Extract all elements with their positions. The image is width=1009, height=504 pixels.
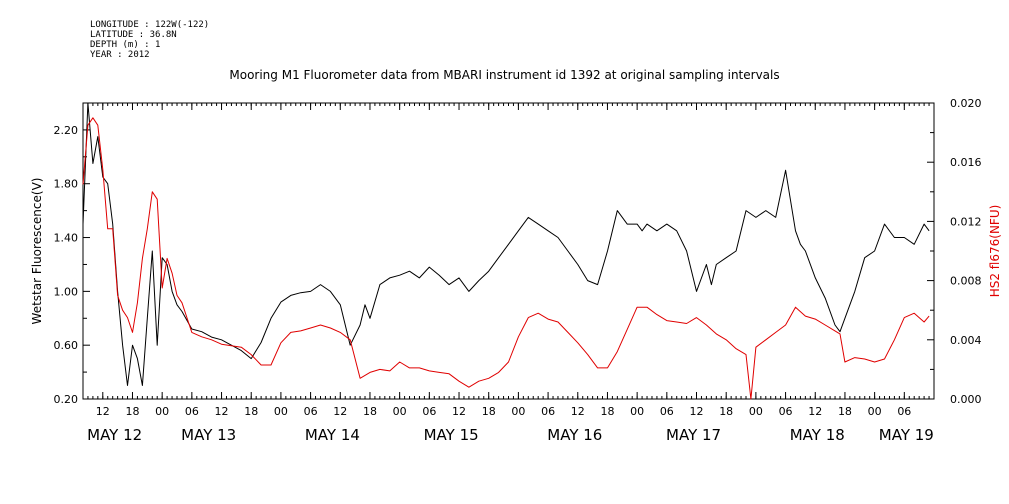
x-tick-label: 12 [690,405,704,418]
x-tick-label: 12 [96,405,110,418]
x-tick-label: 18 [125,405,139,418]
x-tick-label: 00 [393,405,407,418]
y-left-tick-label: 1.40 [54,232,79,245]
x-tick-label: 00 [155,405,169,418]
x-tick-label: 12 [808,405,822,418]
x-tick-label: 18 [600,405,614,418]
depth-text: DEPTH (m) : 1 [90,40,161,50]
x-tick-label: 06 [660,405,674,418]
day-label: MAY 19 [879,426,934,444]
x-tick-label: 06 [304,405,318,418]
x-tick-label: 18 [838,405,852,418]
plot-frame [82,102,935,400]
day-label: MAY 18 [790,426,845,444]
longitude-text: LONGITUDE : 122W(-122) [90,20,210,30]
day-label: MAY 17 [666,426,721,444]
x-tick-label: 06 [897,405,911,418]
y-left-tick-label: 0.60 [54,339,79,352]
x-tick-label: 12 [452,405,466,418]
x-tick-label: 18 [482,405,496,418]
metadata-block: LONGITUDE : 122W(-122) LATITUDE : 36.8N … [90,20,209,60]
x-tick-label: 00 [274,405,288,418]
y-right-axis-label: HS2 fl676(NFU) [988,205,1002,298]
hs2-series-line [82,117,930,400]
y-right-tick-label: 0.020 [950,97,982,110]
y-right-tick-label: 0.012 [950,215,982,228]
day-label: MAY 16 [547,426,602,444]
x-tick-label: 00 [630,405,644,418]
x-tick-label: 00 [868,405,882,418]
y-left-tick-label: 1.80 [54,178,79,191]
y-right-tick-label: 0.008 [950,275,982,288]
y-left-tick-label: 2.20 [54,124,79,137]
wetstar-series-line [82,102,930,386]
x-tick-label: 06 [779,405,793,418]
x-tick-label: 18 [363,405,377,418]
chart-title: Mooring M1 Fluorometer data from MBARI i… [229,68,780,82]
day-label: MAY 15 [424,426,479,444]
x-tick-label: 06 [541,405,555,418]
y-right-tick-label: 0.000 [950,393,982,406]
x-tick-label: 00 [511,405,525,418]
x-tick-label: 06 [422,405,436,418]
y-left-tick-label: 1.00 [54,285,79,298]
year-text: YEAR : 2012 [90,50,150,60]
y-right-tick-label: 0.004 [950,334,982,347]
y-left-axis-label: Wetstar Fluorescence(V) [30,178,44,325]
y-right-tick-label: 0.016 [950,156,982,169]
x-tick-label: 06 [185,405,199,418]
x-tick-label: 12 [571,405,585,418]
day-label: MAY 12 [87,426,142,444]
x-tick-label: 00 [749,405,763,418]
x-tick-label: 18 [719,405,733,418]
x-tick-label: 12 [333,405,347,418]
y-left-tick-label: 0.20 [54,393,79,406]
x-tick-label: 18 [244,405,258,418]
day-label: MAY 14 [305,426,360,444]
x-tick-label: 12 [215,405,229,418]
latitude-text: LATITUDE : 36.8N [90,30,177,40]
day-label: MAY 13 [181,426,236,444]
